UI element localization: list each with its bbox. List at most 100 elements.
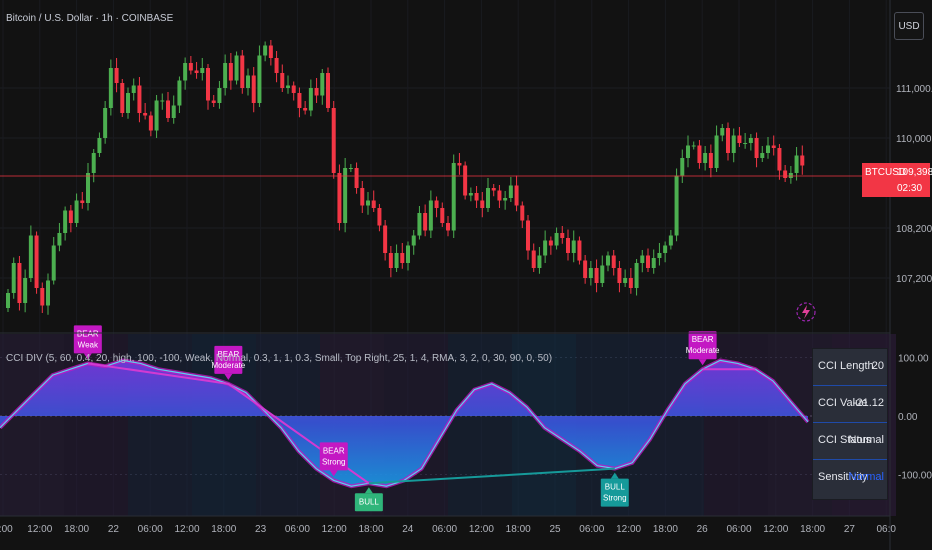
candle-body bbox=[526, 220, 530, 251]
price-tick-label: 110,000.00 bbox=[896, 134, 932, 145]
candle-body bbox=[108, 68, 113, 108]
candle-body bbox=[120, 83, 125, 113]
time-tick-label: 24 bbox=[402, 524, 414, 535]
indicator-label[interactable]: CCI DIV (5, 60, 0.4, 20, high, 100, -100… bbox=[6, 353, 553, 364]
candle-body bbox=[371, 200, 376, 208]
candle-body bbox=[634, 263, 639, 288]
candle-body bbox=[783, 170, 788, 178]
signal-label-box bbox=[354, 493, 383, 512]
time-tick-label: 06:00 bbox=[285, 524, 310, 535]
candle-body bbox=[297, 93, 302, 108]
candle-body bbox=[423, 213, 428, 231]
price-tick-label: 108,200.00 bbox=[896, 224, 932, 235]
candle-body bbox=[103, 108, 108, 138]
candle-body bbox=[80, 200, 85, 203]
candle-body bbox=[594, 268, 599, 283]
time-tick-label: 06:00 bbox=[138, 524, 163, 535]
candle-body bbox=[560, 233, 565, 238]
candle-body bbox=[177, 80, 182, 106]
candle-body bbox=[114, 68, 119, 83]
indicator-band bbox=[240, 334, 256, 516]
candle-body bbox=[400, 253, 405, 263]
candle-body bbox=[748, 138, 753, 143]
candle-body bbox=[566, 238, 570, 253]
candle-body bbox=[366, 200, 370, 206]
candle-body bbox=[800, 155, 805, 166]
candle-body bbox=[446, 223, 450, 231]
cci-row-value: CCI Value -21.12 bbox=[813, 386, 887, 423]
candle-body bbox=[731, 135, 736, 153]
indicator-band bbox=[496, 334, 512, 516]
cci-row-key: CCI Value bbox=[818, 397, 868, 409]
candle-body bbox=[263, 45, 268, 56]
signal-label-box bbox=[214, 345, 243, 374]
cci-tick-label: 0.00 bbox=[898, 412, 918, 423]
candle-body bbox=[640, 255, 645, 263]
candle-body bbox=[160, 100, 165, 102]
candle-body bbox=[286, 85, 290, 88]
time-tick-label: 18:00 bbox=[211, 524, 236, 535]
candle-body bbox=[548, 240, 553, 246]
candle-body bbox=[697, 145, 702, 163]
candle-body bbox=[720, 128, 725, 136]
candle-body bbox=[320, 73, 325, 96]
candle-body bbox=[274, 58, 279, 73]
candle-body bbox=[668, 235, 673, 246]
indicator-band bbox=[480, 334, 496, 516]
time-tick-label: 22 bbox=[108, 524, 120, 535]
candle-body bbox=[486, 188, 490, 208]
candle-body bbox=[280, 73, 285, 88]
indicator-band bbox=[672, 334, 688, 516]
indicator-band bbox=[0, 334, 16, 516]
time-tick-label: 18:00 bbox=[64, 524, 89, 535]
candle-body bbox=[257, 55, 262, 103]
signal-type-text: BEAR bbox=[217, 350, 239, 359]
lightning-icon[interactable] bbox=[796, 302, 816, 322]
candle-body bbox=[251, 75, 256, 103]
time-tick-label: 23 bbox=[255, 524, 267, 535]
candle-body bbox=[246, 75, 250, 88]
candle-body bbox=[743, 143, 748, 144]
candle-body bbox=[34, 235, 39, 288]
candle-body bbox=[57, 233, 62, 246]
last-price-tag: BTCUSD 109,398.51 02:30 bbox=[862, 163, 932, 197]
candle-body bbox=[691, 145, 696, 147]
indicator-band bbox=[512, 334, 528, 516]
time-tick-label: 18:00 bbox=[653, 524, 678, 535]
indicator-band bbox=[736, 334, 752, 516]
indicator-band bbox=[656, 334, 672, 516]
candle-body bbox=[754, 138, 759, 158]
candle-body bbox=[68, 210, 73, 223]
candle-body bbox=[337, 173, 342, 223]
candle-body bbox=[91, 153, 96, 173]
candle-body bbox=[617, 268, 622, 283]
candle-body bbox=[440, 208, 445, 223]
currency-button[interactable]: USD bbox=[894, 12, 924, 40]
candle-body bbox=[11, 263, 16, 293]
time-tick-label: 18:00 bbox=[800, 524, 825, 535]
candle-body bbox=[600, 265, 605, 283]
candle-body bbox=[148, 115, 153, 131]
cci-row-status: CCI Status Normal bbox=[813, 423, 887, 460]
candle-body bbox=[143, 113, 148, 116]
candle-body bbox=[497, 190, 502, 201]
time-tick-label: 12:00 bbox=[469, 524, 494, 535]
candle-body bbox=[360, 188, 365, 206]
signal-label-pointer bbox=[83, 353, 92, 360]
candle-body bbox=[428, 200, 433, 231]
cci-row-value: -21.12 bbox=[852, 397, 884, 409]
candle-body bbox=[663, 245, 668, 253]
signal-strength-text: Strong bbox=[322, 457, 346, 466]
signal-label-pointer bbox=[610, 472, 619, 479]
candle-body bbox=[348, 168, 353, 169]
candle-body bbox=[777, 148, 782, 171]
candle-body bbox=[577, 240, 582, 261]
time-tick-label: 06:0 bbox=[876, 524, 896, 535]
candle-body bbox=[468, 193, 473, 196]
cci-tick-label: -100.00 bbox=[898, 471, 932, 482]
signal-label-pointer bbox=[224, 373, 233, 380]
cci-row-value: 20 bbox=[871, 360, 884, 372]
candle-body bbox=[40, 288, 45, 306]
